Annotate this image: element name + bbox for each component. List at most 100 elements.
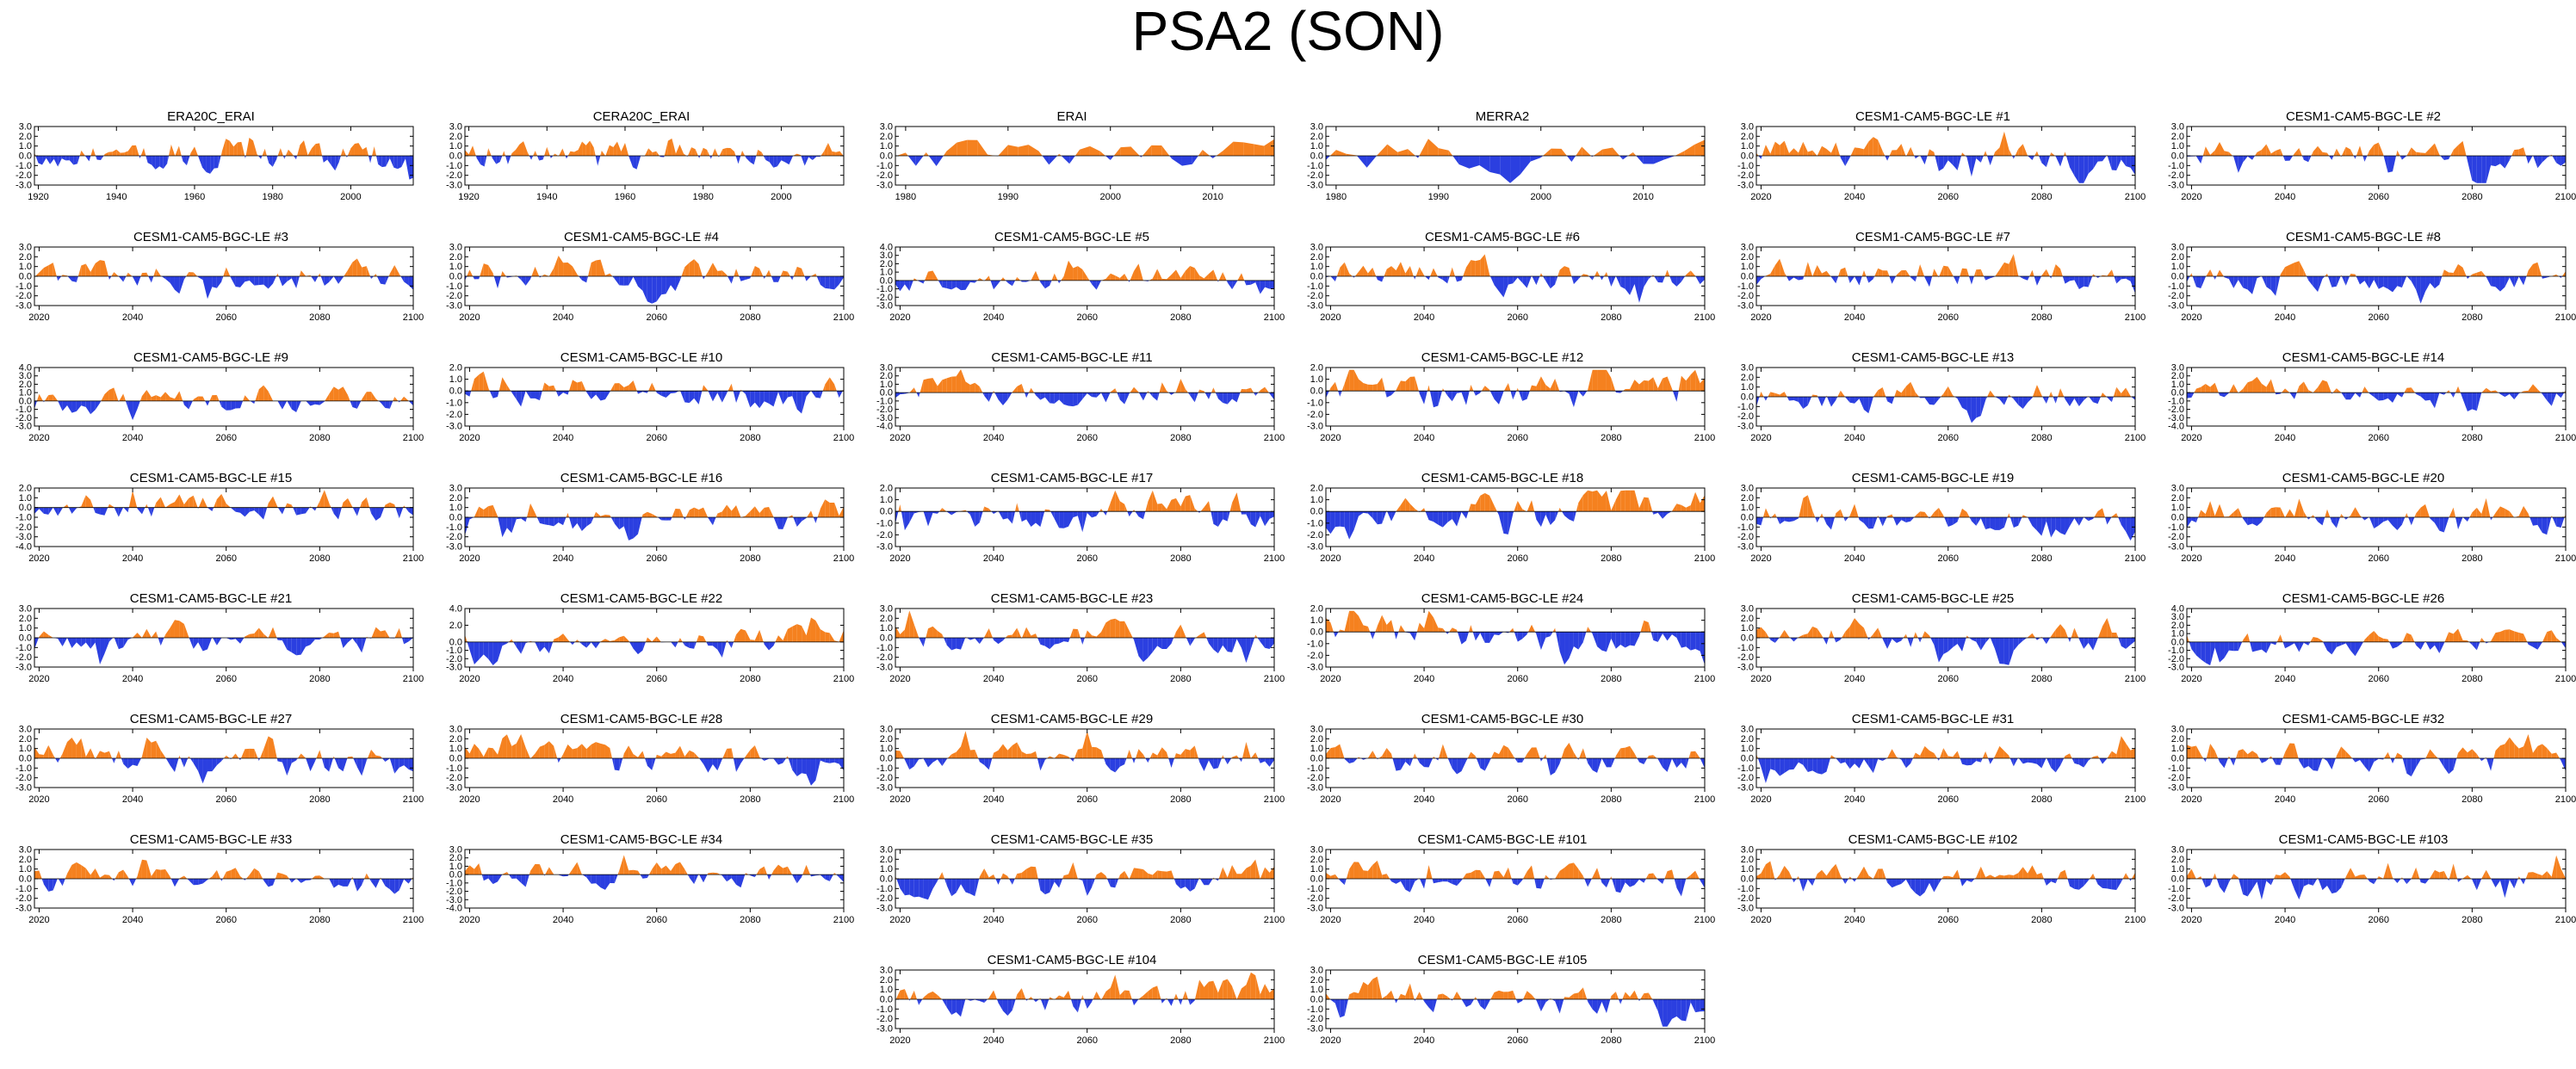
negative-area	[2093, 397, 2098, 405]
negative-area	[586, 391, 591, 399]
positive-area	[193, 396, 199, 401]
positive-area	[2060, 269, 2063, 276]
positive-area	[2520, 391, 2524, 393]
negative-area	[1105, 511, 1108, 516]
positive-area	[1887, 270, 1890, 276]
y-tick-label: 2.0	[19, 252, 32, 263]
negative-area	[2247, 276, 2253, 294]
negative-area	[1534, 511, 1537, 520]
x-tick-label: 1980	[692, 192, 713, 202]
negative-area	[750, 276, 752, 279]
negative-area	[2303, 156, 2309, 163]
negative-area	[806, 758, 811, 786]
positive-area	[563, 263, 568, 276]
positive-area	[825, 377, 830, 392]
x-tick-label: 2020	[459, 794, 480, 805]
positive-area	[245, 748, 250, 758]
positive-area	[614, 637, 620, 642]
negative-area	[324, 758, 330, 772]
negative-area	[1573, 276, 1579, 285]
positive-area	[2336, 388, 2342, 393]
positive-area	[2028, 633, 2033, 638]
positive-area	[622, 753, 624, 758]
negative-area	[979, 638, 984, 645]
positive-area	[2261, 383, 2267, 393]
negative-area	[100, 638, 105, 664]
positive-area	[249, 748, 255, 758]
positive-area	[1152, 269, 1158, 281]
positive-area	[329, 632, 334, 638]
negative-area	[151, 507, 155, 517]
negative-area	[1384, 391, 1387, 398]
negative-area	[1366, 156, 1377, 168]
negative-area	[820, 391, 823, 399]
negative-area	[703, 276, 706, 280]
negative-area	[1630, 632, 1635, 646]
negative-area	[1971, 156, 1977, 177]
positive-area	[288, 149, 293, 156]
negative-area	[250, 400, 255, 405]
negative-area	[2252, 156, 2255, 160]
positive-area	[1087, 731, 1093, 758]
positive-area	[727, 748, 732, 758]
negative-area	[43, 507, 49, 515]
negative-area	[226, 400, 232, 411]
x-tick-label: 2040	[1844, 312, 1865, 323]
positive-area	[1208, 501, 1211, 512]
positive-area	[1939, 265, 1944, 276]
positive-area	[303, 140, 308, 156]
negative-area	[1520, 156, 1531, 175]
positive-area	[1382, 747, 1387, 758]
negative-area	[1438, 758, 1440, 761]
positive-area	[1204, 632, 1207, 638]
positive-area	[488, 148, 492, 156]
negative-area	[708, 758, 713, 773]
negative-area	[895, 392, 901, 399]
negative-area	[2088, 156, 2094, 174]
positive-area	[656, 636, 661, 642]
positive-area	[613, 141, 617, 156]
negative-area	[1892, 276, 1897, 284]
positive-area	[179, 494, 184, 508]
positive-area	[81, 495, 86, 508]
positive-area	[375, 627, 381, 638]
positive-area	[43, 265, 49, 276]
x-tick-label: 2100	[1694, 312, 1715, 323]
negative-area	[647, 391, 648, 393]
positive-area	[2336, 148, 2341, 156]
positive-area	[1849, 618, 1855, 638]
negative-area	[1194, 392, 1198, 403]
positive-area	[1774, 258, 1780, 276]
negative-area	[1676, 276, 1681, 287]
negative-area	[2107, 156, 2112, 170]
negative-area	[1592, 276, 1595, 281]
positive-area	[216, 493, 222, 508]
negative-area	[994, 280, 999, 290]
positive-area	[731, 505, 737, 517]
negative-area	[1535, 632, 1537, 634]
positive-area	[969, 382, 975, 393]
negative-area	[2467, 392, 2473, 412]
y-tick-label: -1.0	[1737, 402, 1754, 412]
chart-title: CERA20C_ERAI	[592, 109, 690, 124]
negative-area	[189, 758, 194, 763]
y-tick-label: -4.0	[15, 542, 32, 553]
negative-area	[2195, 641, 2201, 660]
positive-area	[734, 269, 737, 276]
x-tick-label: 2040	[983, 674, 1004, 684]
negative-area	[558, 391, 564, 397]
positive-area	[2486, 497, 2491, 517]
negative-area	[2055, 517, 2061, 534]
positive-area	[1924, 511, 1929, 517]
positive-area	[343, 497, 348, 508]
negative-area	[1092, 280, 1097, 290]
negative-area	[1910, 638, 1914, 647]
positive-area	[2239, 388, 2244, 393]
negative-area	[1187, 392, 1191, 396]
positive-area	[1700, 378, 1705, 392]
negative-area	[369, 507, 372, 514]
negative-area	[409, 156, 413, 180]
